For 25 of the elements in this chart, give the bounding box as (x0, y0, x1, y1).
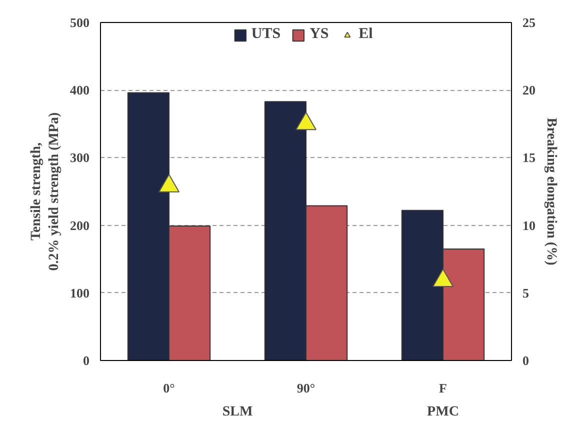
y-tick-label: 0 (83, 353, 90, 368)
y-tick-label: 200 (70, 218, 90, 233)
y-tick-label: 100 (70, 285, 90, 300)
y-tick-label: 500 (70, 15, 90, 30)
point (158, 174, 180, 192)
y2-tick-label: 25 (522, 15, 536, 30)
x-tick-label: F (439, 380, 448, 396)
y-axis-title: Tensile strength, 0.2% yield strength (MPa) (29, 112, 62, 271)
legend-label: UTS (251, 26, 281, 43)
legend-label: YS (310, 26, 330, 43)
text: SLM (222, 404, 253, 420)
point (432, 268, 454, 288)
x-tick-label: 0° (163, 380, 175, 396)
y2-tick-label: 15 (522, 150, 536, 166)
y2-tick-label: 0 (522, 353, 529, 368)
x-tick-label: 90° (296, 380, 316, 396)
y2-tick-label: 20 (522, 82, 536, 98)
y2-tick-label: 5 (522, 285, 530, 300)
y-tick-label: 300 (70, 150, 90, 166)
point (296, 112, 316, 130)
y-tick-label: 400 (70, 82, 90, 98)
y2-tick-label: 10 (522, 218, 536, 233)
legend-label: El (358, 26, 374, 43)
text: PMC (427, 404, 459, 420)
y2-axis-title: Breaking elongation (%) (544, 118, 558, 266)
